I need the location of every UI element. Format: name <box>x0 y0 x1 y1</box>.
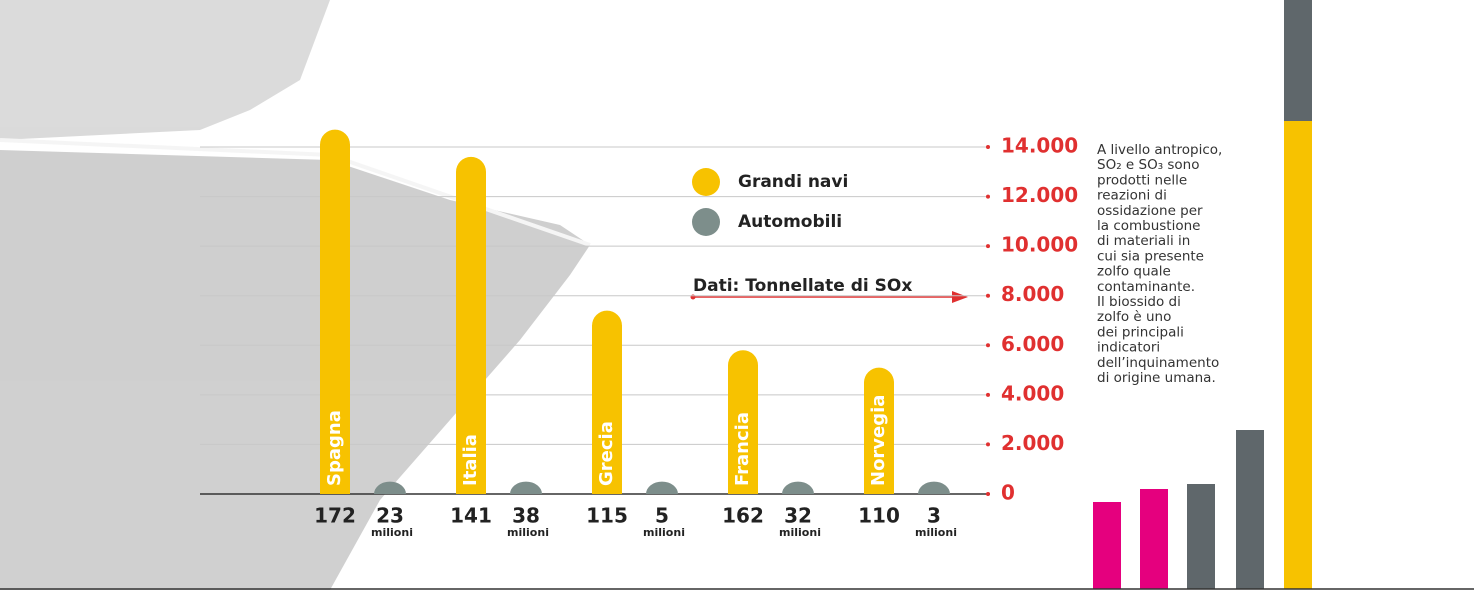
category-label: Grecia <box>596 421 617 486</box>
tick-dot <box>986 492 990 496</box>
icon-bar <box>1284 0 1312 121</box>
unit-label: milioni <box>915 526 957 539</box>
count-label: 3 <box>927 504 941 528</box>
note-line: dell’inquinamento <box>1097 355 1219 371</box>
tick-dot <box>986 195 990 199</box>
count-label: 5 <box>655 504 669 528</box>
count-label: 115 <box>586 504 628 528</box>
note-line: ossidazione per <box>1097 203 1203 219</box>
y-tick-label: 6.000 <box>1001 332 1064 356</box>
legend-swatch <box>692 168 720 196</box>
count-label: 162 <box>722 504 764 528</box>
bar <box>646 482 678 494</box>
note-line: zolfo quale <box>1097 264 1171 280</box>
bar <box>918 482 950 494</box>
note-line: cui sia presente <box>1097 248 1204 264</box>
count-label: 23 <box>376 504 404 528</box>
icon-bar <box>1140 489 1168 589</box>
chart: Dati: Tonnellate di SOx 0 2.000 4.000 6.000… <box>0 0 1474 590</box>
arrow-head <box>952 291 968 303</box>
y-tick-label: 14.000 <box>1001 134 1078 158</box>
bar <box>782 482 814 494</box>
note-line: di materiali in <box>1097 233 1190 249</box>
unit-label: milioni <box>779 526 821 539</box>
note-line: zolfo è uno <box>1097 309 1171 325</box>
note-line: indicatori <box>1097 340 1160 356</box>
icon-bar <box>1187 484 1215 589</box>
tick-dot <box>986 393 990 397</box>
y-tick-label: 12.000 <box>1001 183 1078 207</box>
note-line: prodotti nelle <box>1097 172 1187 188</box>
tick-dot <box>986 294 990 298</box>
ship-deck <box>0 0 330 140</box>
tick-dot <box>986 442 990 446</box>
y-tick-label: 10.000 <box>1001 233 1078 257</box>
y-tick-label: 2.000 <box>1001 431 1064 455</box>
category-label: Spagna <box>324 410 345 486</box>
note-line: reazioni di <box>1097 188 1167 204</box>
legend-label: Automobili <box>738 212 842 232</box>
tick-dot <box>986 244 990 248</box>
count-label: 110 <box>858 504 900 528</box>
note-line: A livello antropico, <box>1097 142 1222 158</box>
count-label: 32 <box>784 504 812 528</box>
tick-dot <box>986 145 990 149</box>
category-label: Norvegia <box>868 395 889 486</box>
y-tick-label: 0 <box>1001 481 1015 505</box>
note-line: dei principali <box>1097 324 1184 340</box>
ship-background <box>0 0 590 590</box>
icon-bar <box>1284 121 1312 589</box>
note-line: la combustione <box>1097 218 1200 234</box>
note-line: Il biossido di <box>1097 294 1181 310</box>
count-label: 172 <box>314 504 356 528</box>
icon-bar <box>1093 502 1121 589</box>
count-label: 141 <box>450 504 492 528</box>
legend-swatch <box>692 208 720 236</box>
bar <box>510 482 542 494</box>
category-label: Italia <box>460 434 481 486</box>
y-tick-label: 8.000 <box>1001 282 1064 306</box>
y-tick-label: 4.000 <box>1001 381 1064 405</box>
category-label: Francia <box>732 412 753 486</box>
count-label: 38 <box>512 504 540 528</box>
annotation: Dati: Tonnellate di SOx <box>693 276 912 296</box>
unit-label: milioni <box>643 526 685 539</box>
legend-label: Grandi navi <box>738 172 848 192</box>
icon-bar <box>1236 430 1264 589</box>
note-line: SO₂ e SO₃ sono <box>1097 157 1200 173</box>
unit-label: milioni <box>371 526 413 539</box>
tick-dot <box>986 343 990 347</box>
unit-label: milioni <box>507 526 549 539</box>
note-line: di origine umana. <box>1097 370 1216 386</box>
note-line: contaminante. <box>1097 279 1195 295</box>
